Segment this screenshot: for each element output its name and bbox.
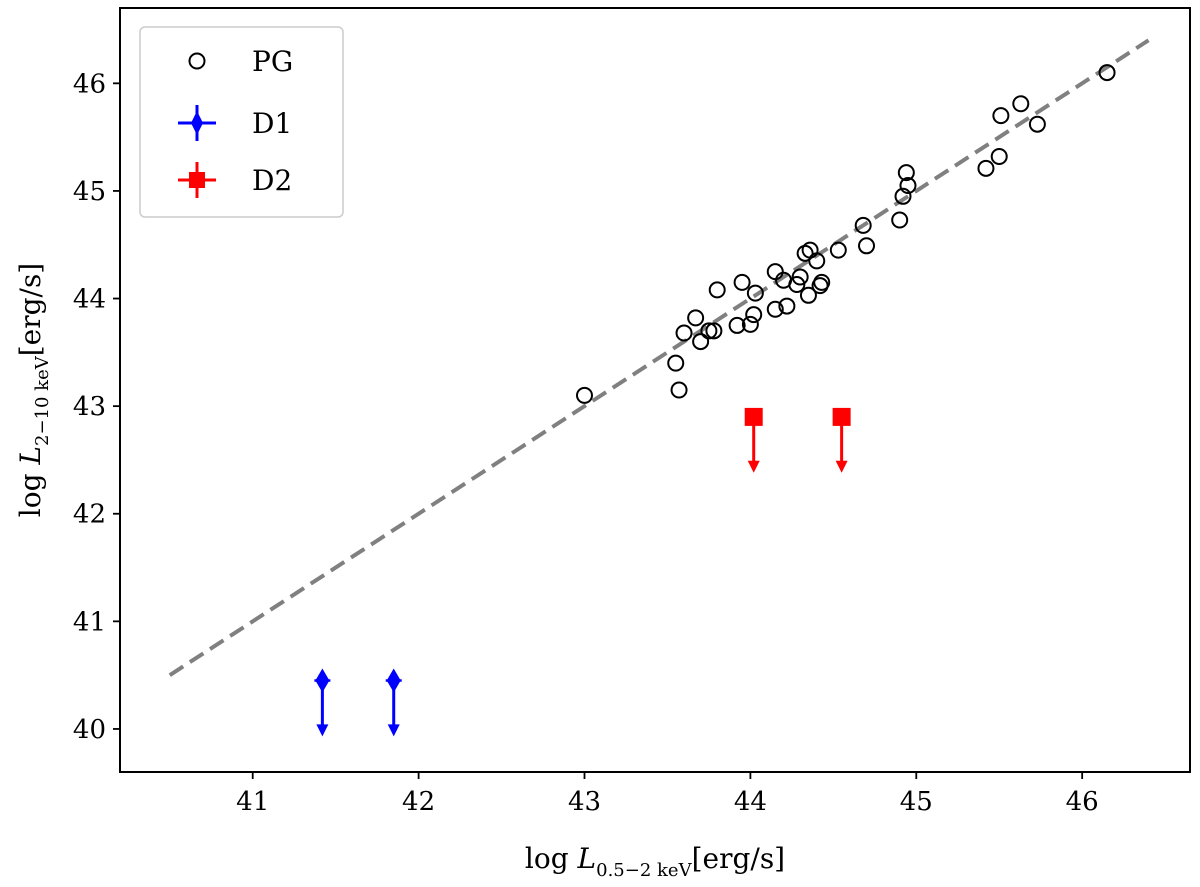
- pg-point: [813, 273, 831, 291]
- legend-label-pg: PG: [252, 45, 293, 78]
- legend-marker-pg: [188, 52, 206, 70]
- legend-label-d2: D2: [252, 164, 292, 197]
- square-marker: [832, 407, 851, 426]
- legend-box: [139, 26, 344, 218]
- pg-point: [705, 322, 723, 340]
- pg-point: [667, 354, 685, 372]
- pg-point: [992, 107, 1010, 125]
- pg-point: [778, 297, 796, 315]
- pg-point: [791, 268, 809, 286]
- pg-point: [745, 306, 763, 324]
- pg-point: [766, 300, 784, 318]
- x-tick-label: 43: [568, 787, 601, 817]
- pg-point: [1028, 115, 1046, 133]
- upper-limit-arrowhead: [835, 460, 848, 473]
- pg-point: [808, 252, 826, 270]
- pg-point: [894, 187, 912, 205]
- y-tick-label: 46: [73, 69, 106, 99]
- diamond-marker: [386, 668, 401, 693]
- x-tick-label: 41: [236, 787, 269, 817]
- pg-point: [1098, 64, 1116, 82]
- pg-point: [692, 333, 710, 351]
- y-tick-label: 45: [73, 177, 106, 207]
- x-tick-label: 46: [1066, 787, 1099, 817]
- pg-point: [854, 216, 872, 234]
- fit-line: [168, 38, 1150, 677]
- pg-point: [733, 273, 751, 291]
- pg-point: [728, 316, 746, 334]
- x-axis-label: log L0.5−2 keV[erg/s]: [525, 842, 785, 881]
- legend-marker-d1: [178, 105, 216, 141]
- legend: PG D1 D2: [139, 26, 344, 218]
- plot-frame: [119, 7, 1191, 773]
- pg-point: [977, 159, 995, 177]
- pg-point: [897, 164, 915, 182]
- pg-point: [1012, 95, 1030, 113]
- x-tick-label: 42: [402, 787, 435, 817]
- pg-point: [700, 322, 718, 340]
- pg-point: [891, 211, 909, 229]
- x-tick-label: 44: [734, 787, 767, 817]
- pg-point: [899, 177, 917, 195]
- pg-point: [675, 324, 693, 342]
- pg-point: [741, 315, 759, 333]
- y-tick-label: 42: [73, 500, 106, 530]
- diamond-marker: [315, 668, 330, 693]
- pg-point: [687, 309, 705, 327]
- upper-limit-arrowhead: [387, 724, 400, 737]
- d2-point: [832, 407, 851, 473]
- square-marker: [744, 407, 763, 426]
- y-axis-label: log L2−10 keV[erg/s]: [14, 263, 53, 517]
- y-tick-label: 41: [73, 607, 106, 637]
- pg-point: [990, 147, 1008, 165]
- x-tick-label: 45: [900, 787, 933, 817]
- y-tick-label: 40: [73, 715, 106, 745]
- legend-label-d1: D1: [252, 107, 292, 140]
- pg-point: [829, 241, 847, 259]
- d2-point: [744, 407, 763, 473]
- pg-point: [670, 381, 688, 399]
- pg-point: [858, 237, 876, 255]
- pg-point: [788, 276, 806, 294]
- y-tick-label: 43: [73, 392, 106, 422]
- pg-point: [746, 284, 764, 302]
- d1-point: [314, 668, 331, 737]
- pg-point: [799, 286, 817, 304]
- legend-marker-d2: [178, 162, 216, 198]
- upper-limit-arrowhead: [316, 724, 329, 737]
- pg-point: [575, 386, 593, 404]
- pg-point: [708, 281, 726, 299]
- upper-limit-arrowhead: [747, 460, 760, 473]
- d1-point: [385, 668, 402, 737]
- y-tick-label: 44: [73, 285, 106, 315]
